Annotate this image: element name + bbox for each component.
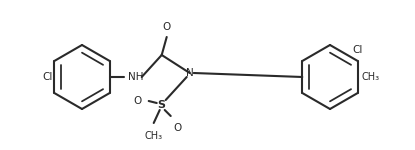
Text: S: S [158, 100, 166, 110]
Text: O: O [174, 123, 182, 133]
Text: CH₃: CH₃ [362, 72, 380, 82]
Text: O: O [134, 96, 142, 106]
Text: NH: NH [128, 72, 143, 82]
Text: Cl: Cl [42, 72, 52, 82]
Text: N: N [186, 68, 193, 78]
Text: CH₃: CH₃ [145, 131, 163, 141]
Text: O: O [163, 22, 171, 32]
Text: Cl: Cl [352, 45, 363, 55]
